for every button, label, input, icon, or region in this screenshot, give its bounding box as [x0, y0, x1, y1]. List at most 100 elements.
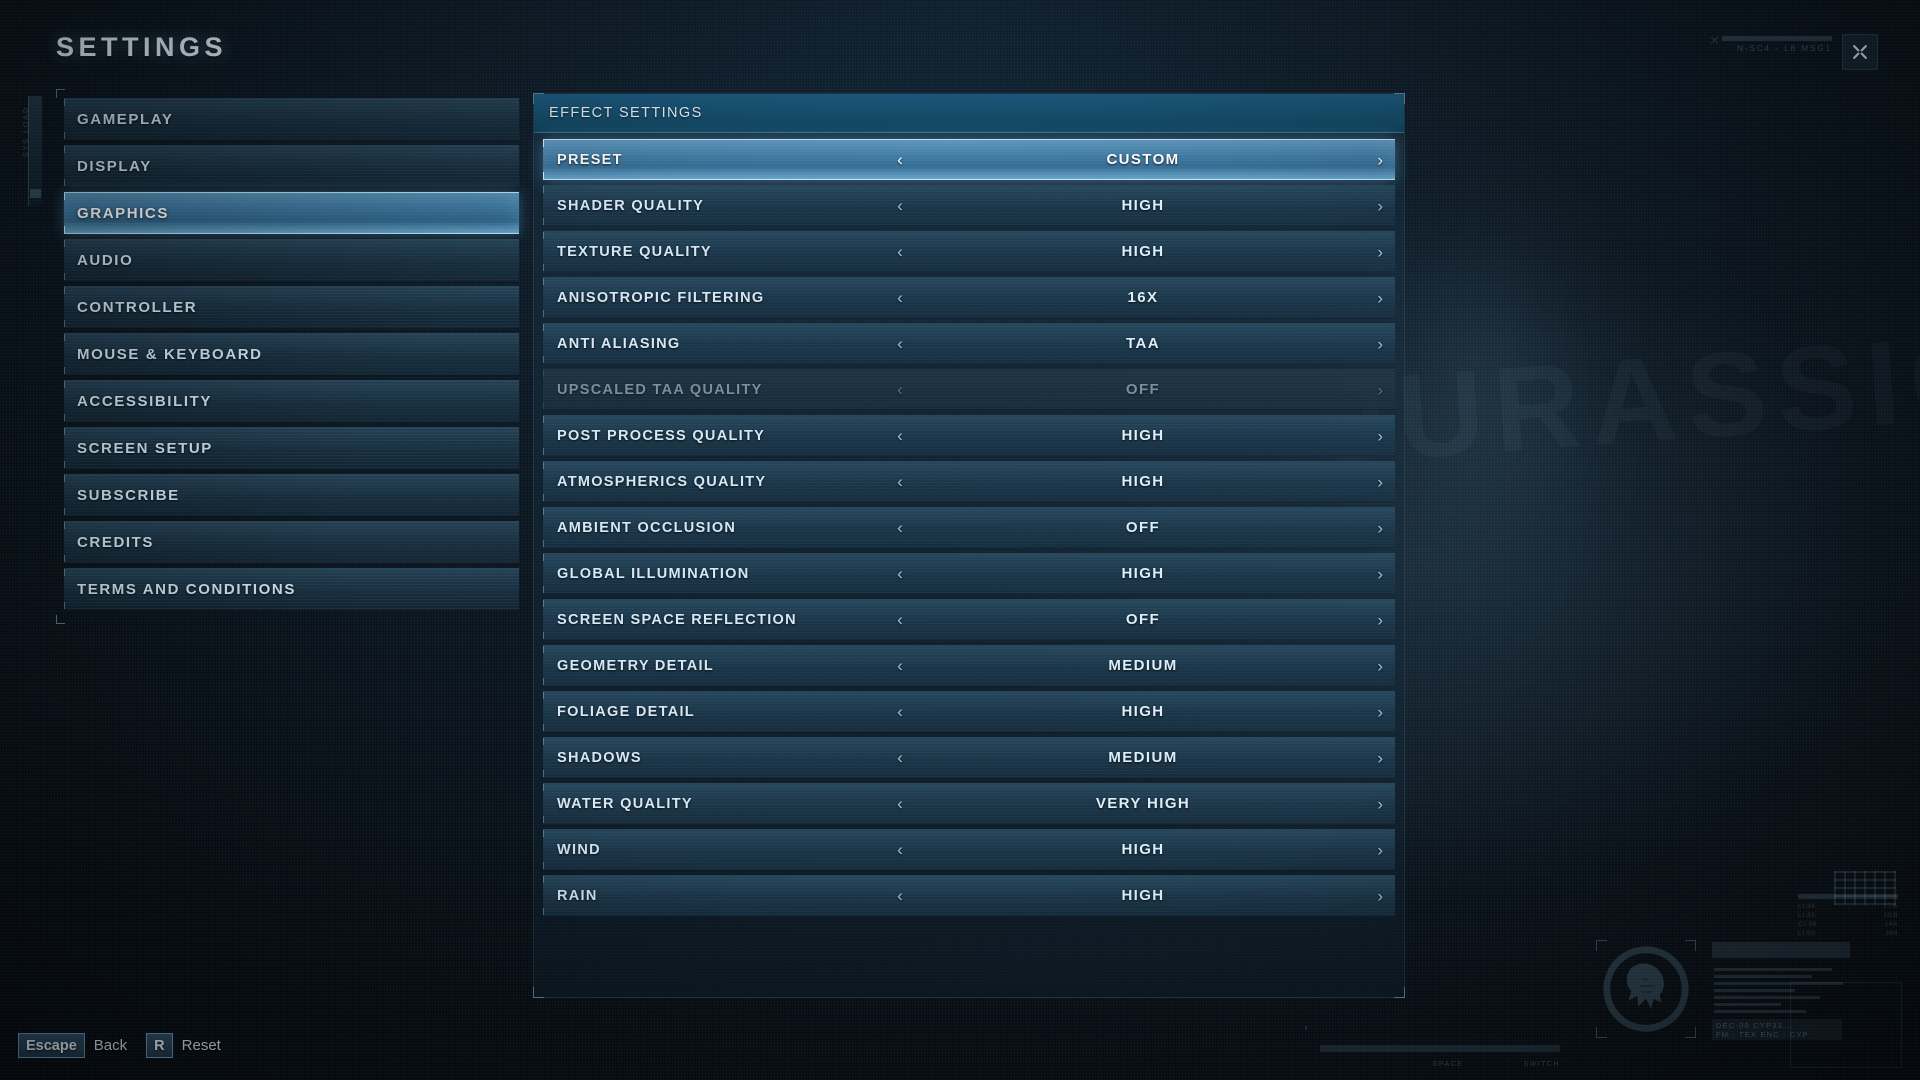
- row-tick-bottom: [543, 632, 548, 639]
- sidebar-item-label: DISPLAY: [77, 157, 152, 175]
- decrement-arrow-icon[interactable]: ‹: [897, 426, 903, 445]
- row-tick-bottom: [543, 724, 548, 731]
- nav-tick-top: [64, 240, 69, 247]
- setting-row-anti-aliasing[interactable]: ANTI ALIASING ‹ TAA ›: [543, 323, 1395, 364]
- decrement-arrow-icon[interactable]: ‹: [897, 656, 903, 675]
- close-x-icon: [1853, 45, 1867, 59]
- decrement-arrow-icon[interactable]: ‹: [897, 196, 903, 215]
- setting-label: SHADOWS: [557, 749, 642, 766]
- setting-row-geometry-detail[interactable]: GEOMETRY DETAIL ‹ MEDIUM ›: [543, 645, 1395, 686]
- increment-arrow-icon[interactable]: ›: [1377, 840, 1383, 859]
- increment-arrow-icon[interactable]: ›: [1377, 794, 1383, 813]
- row-tick-top: [543, 140, 548, 147]
- setting-label: POST PROCESS QUALITY: [557, 427, 766, 444]
- decrement-arrow-icon[interactable]: ‹: [897, 886, 903, 905]
- decrement-arrow-icon[interactable]: ‹: [897, 794, 903, 813]
- hint-key-reset[interactable]: R: [146, 1033, 173, 1058]
- setting-row-rain[interactable]: RAIN ‹ HIGH ›: [543, 875, 1395, 916]
- row-tick-top: [543, 370, 548, 377]
- row-tick-bottom: [543, 356, 548, 363]
- setting-row-preset[interactable]: PRESET ‹ CUSTOM ›: [543, 139, 1395, 180]
- setting-row-ambient-occlusion[interactable]: AMBIENT OCCLUSION ‹ OFF ›: [543, 507, 1395, 548]
- hud-stat-value: 366: [1885, 930, 1898, 937]
- setting-row-foliage-detail[interactable]: FOLIAGE DETAIL ‹ HIGH ›: [543, 691, 1395, 732]
- hud-stat-value: 14A: [1884, 921, 1898, 928]
- sidebar-item-display[interactable]: DISPLAY: [64, 145, 519, 187]
- sidebar-item-graphics[interactable]: GRAPHICS: [64, 192, 519, 234]
- setting-row-post-process-quality[interactable]: POST PROCESS QUALITY ‹ HIGH ›: [543, 415, 1395, 456]
- increment-arrow-icon[interactable]: ›: [1377, 196, 1383, 215]
- sidebar-item-gameplay[interactable]: GAMEPLAY: [64, 98, 519, 140]
- left-rail-text: SYS LOAD: [23, 106, 30, 158]
- sidebar-item-mouse-keyboard[interactable]: MOUSE & KEYBOARD: [64, 333, 519, 375]
- hud-code-line-1: DEC-00 CYP33...: [1716, 1021, 1793, 1030]
- increment-arrow-icon[interactable]: ›: [1377, 288, 1383, 307]
- setting-value: CUSTOM: [1106, 151, 1180, 168]
- decrement-arrow-icon[interactable]: ‹: [897, 748, 903, 767]
- increment-arrow-icon[interactable]: ›: [1377, 610, 1383, 629]
- setting-row-anisotropic-filtering[interactable]: ANISOTROPIC FILTERING ‹ 16X ›: [543, 277, 1395, 318]
- setting-value: HIGH: [1121, 243, 1165, 260]
- nav-tick-top: [64, 287, 69, 294]
- sidebar-item-terms-and-conditions[interactable]: TERMS AND CONDITIONS: [64, 568, 519, 610]
- decrement-arrow-icon[interactable]: ‹: [897, 150, 903, 169]
- row-tick-top: [543, 324, 548, 331]
- decrement-arrow-icon[interactable]: ‹: [897, 610, 903, 629]
- setting-row-shadows[interactable]: SHADOWS ‹ MEDIUM ›: [543, 737, 1395, 778]
- sidebar-item-credits[interactable]: CREDITS: [64, 521, 519, 563]
- increment-arrow-icon[interactable]: ›: [1377, 702, 1383, 721]
- settings-sidebar: GAMEPLAY DISPLAY GRAPHICS AUDIO CONTROLLER MO…: [56, 89, 519, 624]
- setting-row-screen-space-reflection[interactable]: SCREEN SPACE REFLECTION ‹ OFF ›: [543, 599, 1395, 640]
- increment-arrow-icon[interactable]: ›: [1377, 150, 1383, 169]
- nav-tick-top: [64, 334, 69, 341]
- nav-tick-bottom: [64, 367, 69, 374]
- close-meta-bar: [1722, 36, 1832, 41]
- decrement-arrow-icon[interactable]: ‹: [897, 564, 903, 583]
- decrement-arrow-icon[interactable]: ‹: [897, 334, 903, 353]
- sidebar-item-audio[interactable]: AUDIO: [64, 239, 519, 281]
- setting-row-global-illumination[interactable]: GLOBAL ILLUMINATION ‹ HIGH ›: [543, 553, 1395, 594]
- nav-tick-bottom: [64, 602, 69, 609]
- nav-tick-top: [64, 193, 69, 200]
- setting-row-water-quality[interactable]: WATER QUALITY ‹ VERY HIGH ›: [543, 783, 1395, 824]
- row-tick-top: [543, 462, 548, 469]
- nav-tick-bottom: [64, 320, 69, 327]
- increment-arrow-icon[interactable]: ›: [1377, 242, 1383, 261]
- sidebar-item-accessibility[interactable]: ACCESSIBILITY: [64, 380, 519, 422]
- setting-row-shader-quality[interactable]: SHADER QUALITY ‹ HIGH ›: [543, 185, 1395, 226]
- sidebar-item-label: GAMEPLAY: [77, 110, 174, 128]
- panel-header: EFFECT SETTINGS: [534, 94, 1404, 133]
- hud-bottom-label: SWITCH: [1523, 1061, 1560, 1068]
- hud-stat-row: LI:90 366: [1798, 930, 1898, 937]
- row-tick-top: [543, 232, 548, 239]
- decrement-arrow-icon[interactable]: ‹: [897, 840, 903, 859]
- sidebar-item-screen-setup[interactable]: SCREEN SETUP: [64, 427, 519, 469]
- increment-arrow-icon[interactable]: ›: [1377, 426, 1383, 445]
- decrement-arrow-icon[interactable]: ‹: [897, 472, 903, 491]
- setting-row-atmospherics-quality[interactable]: ATMOSPHERICS QUALITY ‹ HIGH ›: [543, 461, 1395, 502]
- decrement-arrow-icon[interactable]: ‹: [897, 242, 903, 261]
- increment-arrow-icon[interactable]: ›: [1377, 472, 1383, 491]
- increment-arrow-icon[interactable]: ›: [1377, 656, 1383, 675]
- hint-key-back[interactable]: Escape: [18, 1033, 85, 1058]
- setting-row-texture-quality[interactable]: TEXTURE QUALITY ‹ HIGH ›: [543, 231, 1395, 272]
- increment-arrow-icon[interactable]: ›: [1377, 748, 1383, 767]
- hud-lines: [1714, 968, 1854, 1017]
- sidebar-item-controller[interactable]: CONTROLLER: [64, 286, 519, 328]
- setting-row-wind[interactable]: WIND ‹ HIGH ›: [543, 829, 1395, 870]
- setting-label: UPSCALED TAA QUALITY: [557, 381, 763, 398]
- setting-value: HIGH: [1121, 427, 1165, 444]
- setting-label: AMBIENT OCCLUSION: [557, 519, 737, 536]
- nav-tick-bottom: [64, 179, 69, 186]
- increment-arrow-icon[interactable]: ›: [1377, 334, 1383, 353]
- increment-arrow-icon[interactable]: ›: [1377, 564, 1383, 583]
- decrement-arrow-icon[interactable]: ‹: [897, 702, 903, 721]
- decrement-arrow-icon[interactable]: ‹: [897, 288, 903, 307]
- sidebar-item-subscribe[interactable]: SUBSCRIBE: [64, 474, 519, 516]
- decrement-arrow-icon[interactable]: ‹: [897, 518, 903, 537]
- close-button[interactable]: [1842, 34, 1878, 70]
- increment-arrow-icon[interactable]: ›: [1377, 886, 1383, 905]
- row-tick-top: [543, 830, 548, 837]
- nav-tick-top: [64, 99, 69, 106]
- increment-arrow-icon[interactable]: ›: [1377, 518, 1383, 537]
